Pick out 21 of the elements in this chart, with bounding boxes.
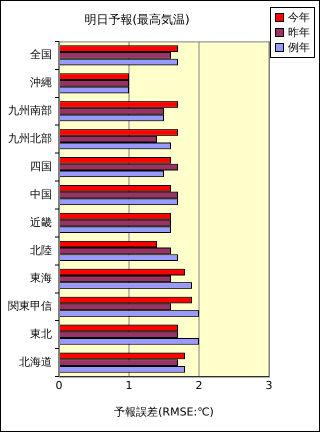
x-axis-title: 予報誤差(RMSE:℃) [114, 405, 214, 418]
x-tick-label: 0 [56, 379, 62, 392]
x-tick-label: 2 [196, 379, 202, 392]
y-tick-label: 東海 [30, 272, 52, 285]
legend-label: 今年 [287, 10, 310, 25]
y-tick-label: 九州北部 [8, 132, 52, 146]
y-tick-label: 北陸 [30, 244, 52, 257]
legend-label: 昨年 [287, 25, 310, 40]
y-tick-label: 九州南部 [8, 104, 52, 118]
y-tick-label: 四国 [30, 160, 52, 173]
y-tick-label: 中国 [30, 188, 52, 201]
y-tick-label: 東北 [30, 328, 52, 341]
chart-title: 明日予報(最高気温) [84, 12, 190, 26]
y-tick-label: 近畿 [30, 216, 52, 229]
y-tick-label: 関東甲信 [8, 300, 52, 313]
y-tick-label: 北海道 [19, 355, 52, 368]
y-tick-label: 沖縄 [30, 76, 52, 90]
y-tick-label: 全国 [30, 48, 52, 62]
x-tick-label: 3 [266, 379, 272, 392]
x-tick-label: 1 [126, 379, 132, 392]
legend-label: 例年 [287, 40, 310, 55]
